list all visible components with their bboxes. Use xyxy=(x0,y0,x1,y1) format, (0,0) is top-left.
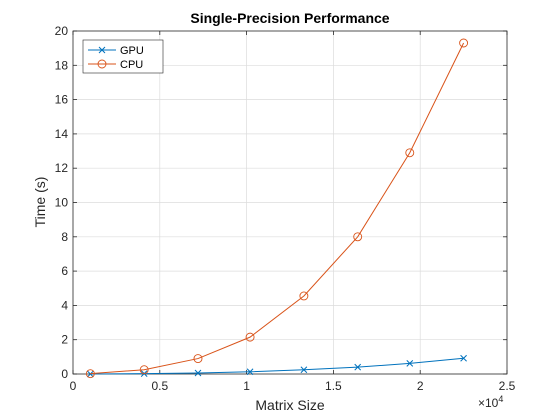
legend-marker-cpu xyxy=(97,59,107,69)
legend-box xyxy=(82,39,164,74)
y-tick-label: 18 xyxy=(55,58,69,72)
cpu-data-point xyxy=(85,369,95,379)
cpu-series xyxy=(85,38,469,379)
cpu-data-point xyxy=(193,354,203,364)
cpu-data-point xyxy=(299,291,309,301)
y-tick-label: 14 xyxy=(55,127,69,141)
cpu-data-point xyxy=(405,148,415,158)
y-tick-label: 12 xyxy=(55,161,69,175)
gpu-data-point xyxy=(460,354,467,362)
gpu-series-line xyxy=(90,357,464,375)
legend: GPU CPU xyxy=(82,39,164,74)
series-group xyxy=(85,38,469,379)
x-axis-label: Matrix Size xyxy=(255,397,324,413)
x-exponent-label: ×104 xyxy=(478,394,503,410)
y-tick-label: 0 xyxy=(61,367,68,381)
cpu-series-line xyxy=(90,42,465,375)
y-axis-label: Time (s) xyxy=(32,177,48,228)
legend-label-cpu: CPU xyxy=(120,59,143,71)
gpu-data-point xyxy=(87,370,94,378)
gpu-data-point xyxy=(406,360,414,367)
chart-title: Single-Precision Performance xyxy=(190,10,389,26)
x-tick-label: 0 xyxy=(70,379,77,393)
legend-label-gpu: GPU xyxy=(120,45,144,57)
x-tick-label: 0.5 xyxy=(151,379,168,393)
x-tick-label: 2 xyxy=(417,379,424,393)
cpu-data-point xyxy=(245,332,255,342)
x-tick-label: 2.5 xyxy=(499,379,516,393)
y-tick-label: 4 xyxy=(61,298,68,312)
y-tick-label: 16 xyxy=(55,93,69,107)
x-tick-label: 1.5 xyxy=(325,379,342,393)
gpu-data-point xyxy=(354,363,362,371)
cpu-data-point xyxy=(353,232,363,242)
y-tick-label: 6 xyxy=(61,264,68,278)
gpu-data-point xyxy=(194,369,202,377)
x-tick-label: 1 xyxy=(243,379,250,393)
y-tick-label: 20 xyxy=(55,24,69,38)
gpu-data-point xyxy=(300,366,308,374)
ticks: 0 0.5 1 1.5 2 2.5 0 2 4 6 8 10 12 14 16 18 20 xyxy=(55,24,516,393)
grid xyxy=(73,31,507,374)
cpu-data-point xyxy=(139,365,149,375)
legend-marker-gpu xyxy=(98,46,106,54)
cpu-data-point xyxy=(459,38,469,48)
y-tick-label: 2 xyxy=(61,333,68,347)
y-tick-label: 8 xyxy=(61,230,68,244)
y-tick-label: 10 xyxy=(55,196,69,210)
gpu-data-point xyxy=(246,368,254,376)
